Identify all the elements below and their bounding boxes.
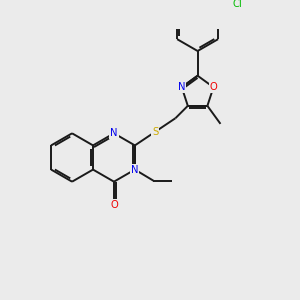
Text: N: N: [178, 82, 185, 92]
Text: O: O: [110, 200, 118, 210]
Text: S: S: [152, 127, 158, 137]
Text: O: O: [210, 82, 217, 92]
Text: N: N: [110, 128, 118, 138]
Text: Cl: Cl: [232, 0, 242, 9]
Text: N: N: [131, 165, 139, 175]
